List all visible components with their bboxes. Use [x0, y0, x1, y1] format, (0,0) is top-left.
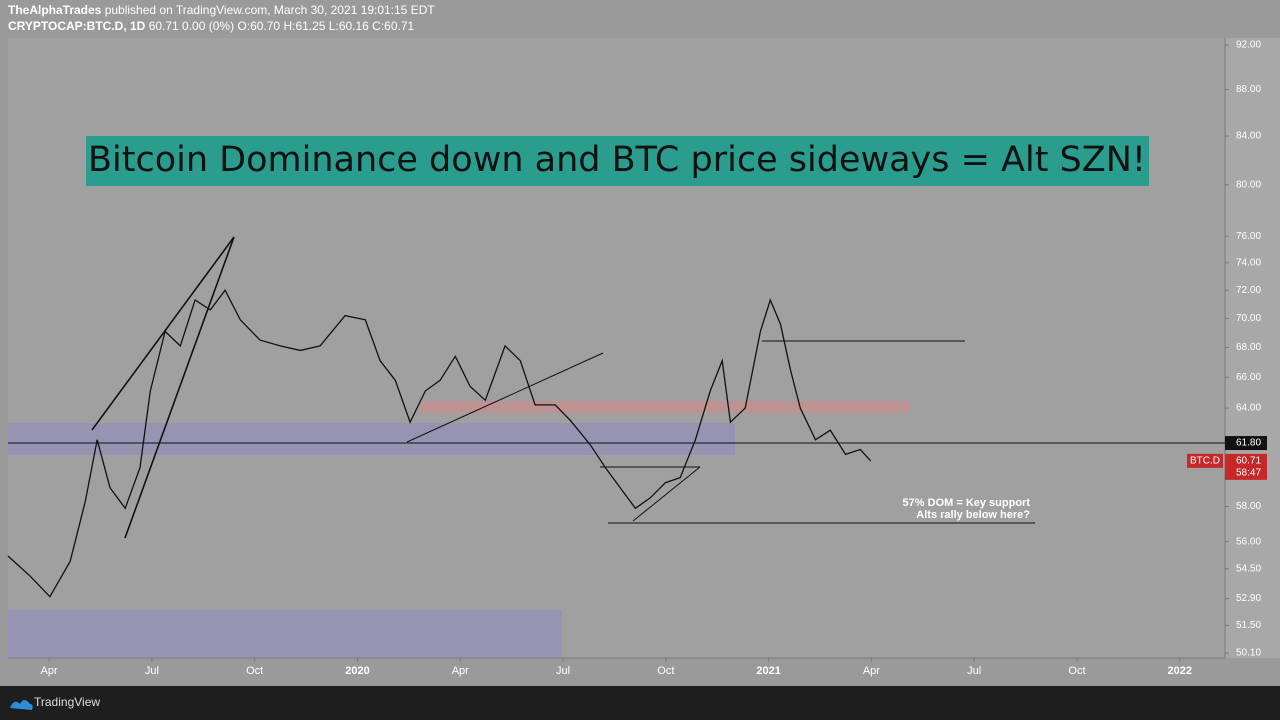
y-tick-label: 50.10 — [1236, 648, 1261, 659]
trendline — [632, 466, 701, 522]
publisher: TheAlphaTrades — [8, 3, 102, 17]
header-line: TheAlphaTrades published on TradingView.… — [8, 3, 435, 17]
x-tick-label: Jul — [967, 665, 981, 677]
drawings — [91, 236, 1035, 539]
logo — [10, 700, 33, 710]
level-tag — [1225, 436, 1267, 451]
y-tick-label: 52.90 — [1236, 593, 1261, 604]
footer-brand: TradingView — [34, 695, 100, 709]
x-tick-label: Oct — [1068, 665, 1085, 677]
y-tick-label: 51.50 — [1236, 620, 1261, 631]
title-banner — [86, 136, 1149, 186]
trendline — [124, 236, 235, 539]
price-line — [7, 288, 872, 598]
countdown: 58:47 — [1236, 467, 1261, 478]
trendline — [406, 352, 604, 443]
x-tick-label: Oct — [657, 665, 674, 677]
annotation: Alts rally below here? — [916, 509, 1030, 521]
y-tick-label: 80.00 — [1236, 179, 1261, 190]
symbol-tag — [1187, 453, 1223, 468]
y-tick-label: 76.00 — [1236, 231, 1261, 242]
trendline — [91, 236, 235, 431]
symbol: CRYPTOCAP:BTC.D, 1D — [8, 19, 146, 33]
x-tick-label: Apr — [452, 665, 469, 677]
y-tick-label: 92.00 — [1236, 40, 1261, 51]
y-tick-label: 70.00 — [1236, 313, 1261, 324]
ohlc: 60.71 0.00 (0%) O:60.70 H:61.25 L:60.16 … — [149, 19, 415, 33]
x-tick-label: Jul — [556, 665, 570, 677]
y-tick-label: 84.00 — [1236, 131, 1261, 142]
y-tick-label: 74.00 — [1236, 257, 1261, 268]
x-tick-label: 2021 — [756, 665, 780, 677]
x-tick-label: 2022 — [1168, 665, 1192, 677]
x-tick-label: Jul — [145, 665, 159, 677]
y-tick-label: 64.00 — [1236, 403, 1261, 414]
footer-bar — [0, 686, 1280, 720]
y-tick-label: 54.50 — [1236, 563, 1261, 574]
y-tick-label: 72.00 — [1236, 285, 1261, 296]
zone — [8, 610, 562, 658]
price-axis — [1225, 38, 1280, 658]
price-tag — [1225, 453, 1267, 480]
header-line: CRYPTOCAP:BTC.D, 1D 60.71 0.00 (0%) O:60… — [8, 19, 415, 33]
x-tick-label: 2020 — [345, 665, 369, 677]
level-label: 61.80 — [1236, 438, 1261, 449]
y-tick-label: 56.00 — [1236, 536, 1261, 547]
chart-title: Bitcoin Dominance down and BTC price sid… — [88, 140, 1146, 180]
symbol-label: BTC.D — [1190, 455, 1220, 466]
y-tick-label: 58.00 — [1236, 501, 1261, 512]
zone — [8, 423, 735, 455]
annotation: 57% DOM = Key support — [903, 497, 1031, 509]
x-tick-label: Apr — [863, 665, 880, 677]
zone — [420, 401, 910, 413]
y-tick-label: 68.00 — [1236, 342, 1261, 353]
x-tick-label: Apr — [41, 665, 58, 677]
published: published on TradingView.com, March 30, … — [105, 3, 436, 17]
x-tick-label: Oct — [246, 665, 263, 677]
plot-area — [8, 38, 1225, 658]
price-label: 60.71 — [1236, 455, 1261, 466]
y-tick-label: 66.00 — [1236, 372, 1261, 383]
y-tick-label: 88.00 — [1236, 84, 1261, 95]
